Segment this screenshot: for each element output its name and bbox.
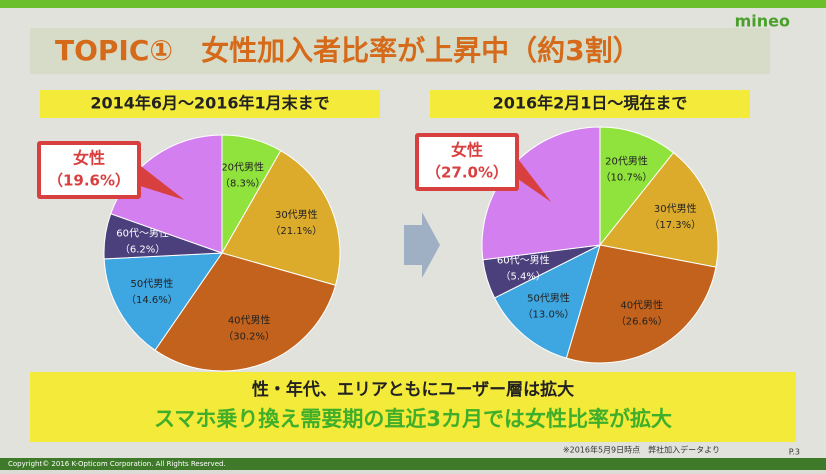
slice-label: 女性 (451, 141, 483, 160)
brand: mineo (735, 12, 790, 31)
callout-pointer (137, 163, 185, 201)
callout-inner (41, 145, 137, 195)
value-label: （30.2%） (223, 330, 275, 342)
footer-band (0, 458, 826, 470)
arrow (404, 212, 440, 278)
summary-band (30, 372, 796, 442)
slice-label: 30代男性 (275, 208, 318, 221)
value-label: （6.2%） (120, 243, 165, 255)
pie-slice (103, 252, 223, 351)
slice-label: 40代男性 (228, 313, 271, 326)
top-band (0, 0, 826, 8)
slice-label: 50代男性 (131, 277, 174, 290)
slice-label: 20代男性 (221, 160, 264, 173)
slice-label: 20代男性 (605, 154, 648, 167)
subtitle: 2014年6月～2016年1月末まで (90, 94, 329, 113)
subtitle-box (430, 90, 750, 118)
value-label: （27.0%） (426, 164, 508, 182)
slice-label: 女性 (73, 149, 105, 168)
value-label: （5.4%） (501, 270, 546, 282)
copyright: Copyright© 2016 K-Opticom Corporation. A… (8, 460, 226, 468)
pie-slice (599, 151, 719, 268)
summary-line: 性・年代、エリアともにユーザー層は拡大 (252, 379, 574, 400)
pie-slice (154, 252, 337, 372)
slice-label: 50代男性 (527, 292, 570, 305)
summary-line: スマホ乗り換え需要期の直近3カ月では女性比率が拡大 (154, 407, 672, 431)
pie-slice (599, 126, 675, 247)
pie-slice (493, 244, 601, 359)
pie-slice (221, 150, 341, 286)
callout-pointer (515, 155, 552, 203)
pie-slice (565, 244, 717, 364)
title: TOPIC① 女性加入者比率が上昇中（約3割） (55, 34, 641, 67)
callout-inner (419, 137, 515, 187)
value-label: （13.0%） (523, 309, 575, 321)
value-label: （14.6%） (126, 294, 178, 306)
value-label: （8.3%） (220, 177, 265, 189)
slice-label: 30代男性 (654, 202, 697, 215)
value-label: （19.6%） (48, 172, 130, 190)
title-band (30, 28, 770, 74)
value-label: （10.7%） (601, 171, 653, 183)
subtitle: 2016年2月1日～現在まで (493, 94, 688, 113)
note: ※2016年5月9日時点 弊社加入データより (563, 445, 720, 455)
value-label: （17.3%） (649, 219, 701, 231)
subtitle-box (40, 90, 380, 118)
page-number: P.3 (789, 448, 800, 457)
value-label: （21.1%） (270, 225, 322, 237)
value-label: （26.6%） (616, 316, 668, 328)
slice-label: 40代男性 (620, 299, 663, 312)
